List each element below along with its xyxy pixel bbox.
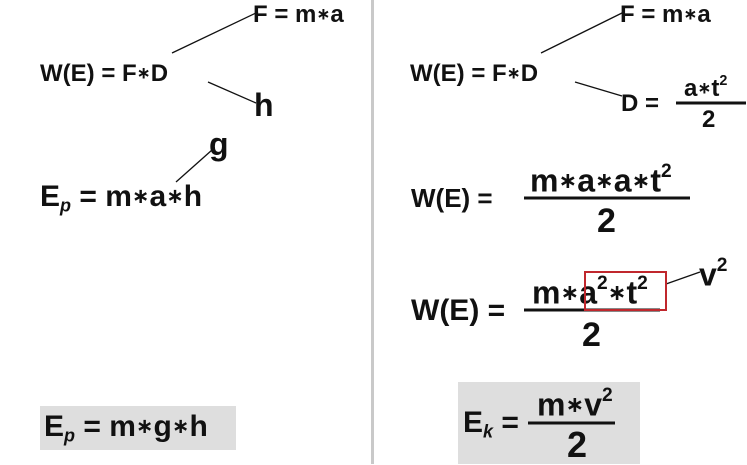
right-force-equation: F = m∗a xyxy=(620,1,711,28)
w2-denominator: 2 xyxy=(597,202,616,240)
v-squared-label: v2 xyxy=(699,255,728,293)
left-h-connector xyxy=(207,81,257,104)
left-h-label: h xyxy=(254,87,274,123)
v-connector xyxy=(665,271,701,285)
left-force-connector xyxy=(171,11,259,54)
kinetic-energy-numerator: m∗v2 xyxy=(537,385,613,423)
panel-divider xyxy=(371,0,374,464)
potential-energy-final: Ep = m∗g∗h xyxy=(44,410,208,446)
d-denominator: 2 xyxy=(702,106,716,133)
w2-numerator: m∗a∗a∗t2 xyxy=(530,161,672,199)
w3-denominator: 2 xyxy=(582,316,601,354)
left-g-connector xyxy=(175,149,213,183)
left-work-equation: W(E) = F∗D xyxy=(40,60,169,87)
w3-numerator: m∗a2∗t2 xyxy=(532,273,648,311)
kinetic-energy-label: Ek = xyxy=(463,406,519,442)
a-squared-t-squared-highlight xyxy=(584,271,667,311)
d-numerator: a∗t2 xyxy=(684,73,728,102)
right-d-connector xyxy=(574,81,623,97)
kinetic-energy-denominator: 2 xyxy=(567,424,588,465)
left-g-label: g xyxy=(209,126,229,162)
w2-label: W(E) = xyxy=(411,183,493,213)
left-force-equation: F = m∗a xyxy=(253,1,344,28)
potential-energy-highlight xyxy=(40,406,236,450)
w3-label: W(E) = xyxy=(411,294,506,327)
right-work-equation: W(E) = F∗D xyxy=(410,60,539,87)
right-force-connector xyxy=(540,11,625,54)
potential-energy-equation: Ep = m∗a∗h xyxy=(40,180,203,216)
d-equation-label: D = xyxy=(621,90,660,117)
